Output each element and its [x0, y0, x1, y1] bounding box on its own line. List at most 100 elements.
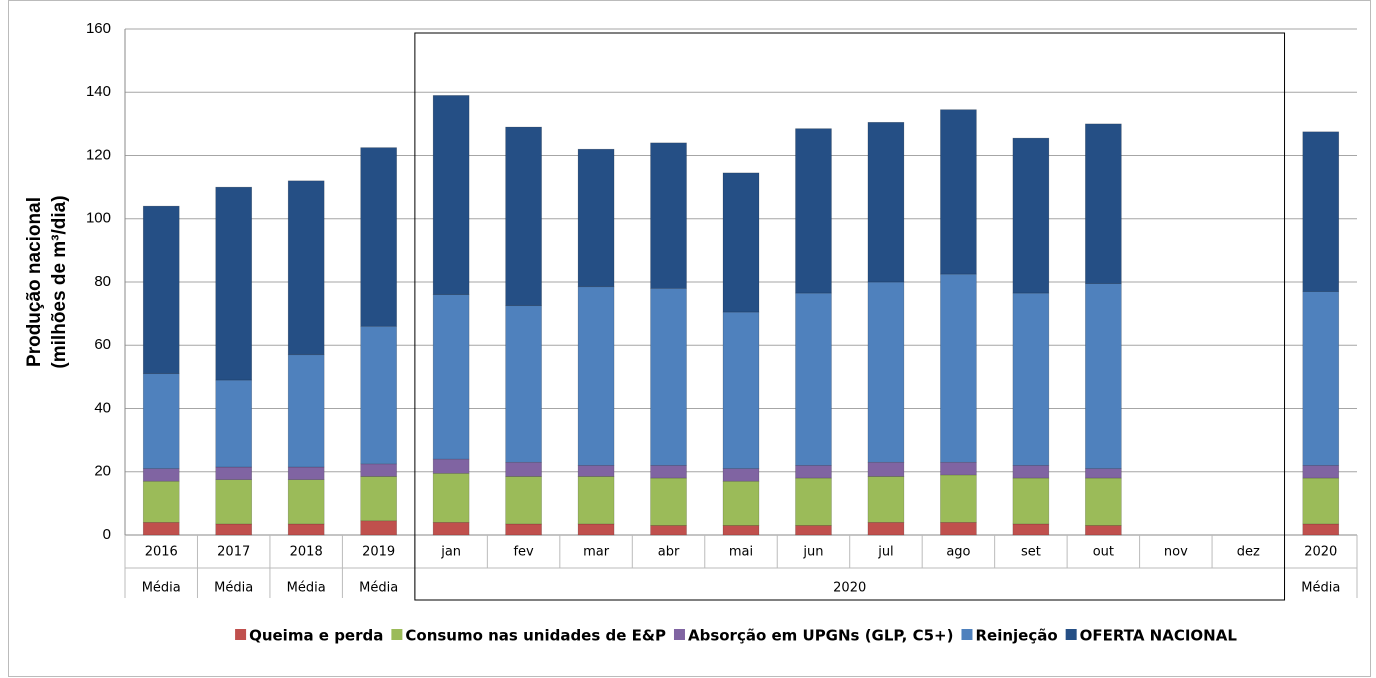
legend-label: Queima e perda — [249, 627, 383, 645]
legend-swatch — [391, 629, 403, 640]
bar-segment — [795, 477, 832, 526]
bar-segment — [142, 205, 180, 375]
bar-segment — [650, 525, 687, 536]
bar-segment — [360, 325, 397, 465]
x-tick-label: jun — [802, 545, 823, 560]
bar-segment — [867, 522, 905, 536]
bar-segment — [577, 465, 615, 477]
bar-segment — [360, 520, 397, 536]
bar-segment — [650, 288, 687, 466]
legend-label: OFERTA NACIONAL — [1080, 627, 1238, 645]
bar-segment — [142, 480, 180, 523]
bar-segment — [287, 523, 325, 536]
legend-label: Reinjeção — [975, 627, 1057, 645]
legend-label: Consumo nas unidades de E&P — [405, 627, 666, 645]
legend-swatch — [673, 629, 685, 640]
bar-segment — [867, 476, 905, 523]
bar-segment — [940, 522, 977, 536]
x-tick-label: out — [1093, 545, 1114, 560]
bar-segment — [505, 126, 542, 307]
bar-segment — [215, 466, 253, 480]
bar-segment — [577, 286, 615, 466]
x-tick-label: 2020 — [1304, 545, 1337, 560]
bar-segment — [1012, 292, 1050, 466]
group-label: Média — [214, 581, 253, 596]
y-tick-label: 80 — [94, 273, 111, 290]
bar-segment — [940, 461, 977, 476]
group-label: Média — [287, 581, 326, 596]
bar-segment — [940, 474, 977, 523]
y-tick-label: 140 — [86, 83, 111, 100]
bar-segment — [360, 147, 397, 327]
bar-segment — [650, 465, 687, 479]
bar-segment — [360, 463, 397, 477]
y-tick-label: 0 — [103, 526, 111, 543]
legend-swatch — [1065, 629, 1077, 640]
group-label: 2020 — [833, 581, 866, 596]
x-tick-label: mar — [583, 545, 610, 560]
bar-segment — [505, 305, 542, 463]
bar-segment — [1085, 477, 1122, 526]
bar-segment — [142, 373, 180, 469]
bar-segment — [940, 109, 977, 275]
y-tick-label: 20 — [94, 463, 111, 480]
bar-segment — [1012, 523, 1050, 536]
bar-segment — [505, 461, 542, 477]
x-tick-label: nov — [1164, 545, 1188, 560]
bar-segment — [650, 142, 687, 289]
x-tick-label: 2019 — [362, 545, 395, 560]
x-tick-label: fev — [513, 545, 534, 560]
y-tick-label: 120 — [86, 146, 111, 163]
bar-segment — [142, 468, 180, 482]
bar-segment — [577, 523, 615, 536]
bar-segment — [722, 525, 760, 536]
bar-segment — [287, 479, 325, 525]
bar-segment — [1085, 468, 1122, 479]
x-tick-label: abr — [658, 545, 680, 560]
chart-border — [8, 0, 1371, 677]
bar-segment — [432, 473, 470, 523]
bar-segment — [1302, 523, 1340, 536]
bar-segment — [722, 480, 760, 526]
bar-segment — [650, 477, 687, 526]
bar-segment — [432, 458, 470, 474]
bar-segment — [577, 476, 615, 525]
x-tick-label: jan — [440, 545, 461, 560]
bar-segment — [795, 128, 832, 294]
bar-segment — [215, 523, 253, 536]
x-tick-label: 2016 — [145, 545, 178, 560]
group-label: Média — [142, 581, 181, 596]
bar-segment — [1085, 283, 1122, 469]
bar-segment — [1302, 477, 1340, 525]
y-tick-label: 40 — [94, 399, 111, 416]
bar-segment — [722, 172, 760, 313]
x-tick-label: 2018 — [290, 545, 323, 560]
group-label: Média — [1301, 581, 1340, 596]
y-axis-title: Produção nacional (milhões de m³/dia) — [24, 195, 70, 368]
bar-segment — [795, 525, 832, 536]
bar-segment — [215, 379, 253, 468]
bar-segment — [287, 180, 325, 356]
x-tick-label: ago — [946, 545, 970, 560]
y-tick-label: 100 — [86, 210, 111, 227]
bar-segment — [1012, 465, 1050, 479]
bar-segment — [1012, 137, 1050, 294]
x-tick-label: dez — [1237, 545, 1260, 560]
bar-segment — [287, 466, 325, 480]
bar-segment — [867, 121, 905, 283]
bar-segment — [1302, 465, 1340, 479]
bar-segment — [722, 468, 760, 482]
bar-segment — [432, 294, 470, 460]
bar-segment — [215, 186, 253, 381]
bar-segment — [432, 522, 470, 536]
bar-segment — [432, 95, 470, 295]
y-tick-label: 60 — [94, 336, 111, 353]
group-highlight-box — [414, 32, 1286, 601]
legend-label: Absorção em UPGNs (GLP, C5+) — [688, 627, 954, 645]
x-tick-label: 2017 — [217, 545, 250, 560]
bar-segment — [505, 523, 542, 536]
legend-swatch — [961, 629, 973, 640]
bar-segment — [1012, 477, 1050, 525]
bar-segment — [940, 273, 977, 463]
